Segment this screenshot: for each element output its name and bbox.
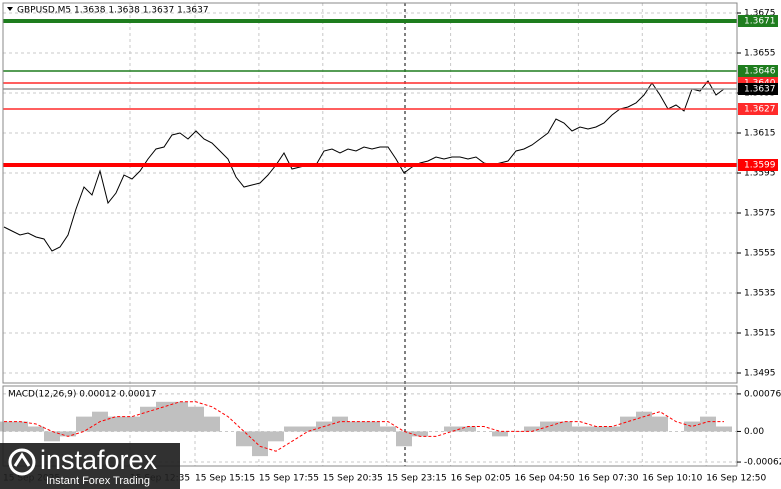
level-tag (738, 15, 778, 27)
histogram-bar (636, 411, 652, 432)
macd-panel (2, 385, 738, 467)
histogram-bar (620, 416, 636, 432)
histogram-bar (556, 421, 572, 432)
histogram-bar (524, 426, 540, 432)
histogram-bar (380, 426, 396, 432)
level-label: 1.3599 (744, 161, 776, 171)
y-tick-label: -0.00062 (744, 458, 781, 468)
histogram-bar (444, 426, 460, 432)
histogram-bar (572, 426, 588, 432)
level-label: 1.3627 (744, 105, 776, 115)
histogram-bar (188, 406, 204, 432)
level-tag (738, 159, 778, 171)
histogram-bar (252, 431, 268, 457)
main-panel (2, 2, 738, 384)
watermark: instaforex Instant Forex Trading (0, 443, 180, 489)
watermark-box (0, 443, 180, 489)
histogram-bar (0, 421, 12, 432)
x-tick-label: 16 Sep 12:50 (706, 474, 766, 484)
histogram-bar (348, 421, 364, 432)
signal-line (4, 401, 724, 452)
histogram-bar (156, 401, 172, 432)
x-tick-label: 16 Sep 10:10 (642, 474, 702, 484)
histogram-bar (716, 426, 732, 432)
x-tick-label: 15 Sep 20:35 (323, 474, 383, 484)
x-tick-label: 16 Sep 07:30 (578, 474, 638, 484)
histogram-bar (284, 426, 300, 432)
histogram-bar (108, 416, 124, 432)
watermark-tagline: Instant Forex Trading (46, 475, 150, 487)
y-tick-label: 1.3555 (744, 249, 776, 259)
watermark-brand: instaforex (40, 445, 158, 475)
macd-title: MACD(12,26,9) 0.00012 0.00017 (8, 390, 157, 400)
x-tick-label: 16 Sep 04:50 (515, 474, 575, 484)
y-tick-label: 0.00076 (744, 389, 781, 399)
menu-arrow (7, 7, 13, 11)
main-grid (3, 3, 737, 466)
histogram-bar (236, 431, 252, 447)
histogram-bar (12, 421, 28, 432)
histogram-bar (172, 401, 188, 432)
histogram-bar (652, 416, 668, 432)
level-label: 1.3646 (744, 67, 776, 77)
axis: 1.36751.36551.36351.36151.35951.35751.35… (3, 9, 781, 484)
histogram-bar (300, 426, 316, 432)
histogram-bar (396, 431, 412, 447)
histogram-bar (684, 421, 700, 432)
histogram-bar (204, 416, 220, 432)
histogram-bar (44, 431, 60, 442)
level-label: 1.3637 (744, 85, 776, 95)
histogram-bar (60, 431, 76, 437)
histogram-bar (604, 426, 620, 432)
y-tick-label: 1.3575 (744, 209, 776, 219)
plot (0, 19, 737, 457)
y-tick-label: 1.3595 (744, 169, 776, 179)
y-tick-label: 1.3675 (744, 9, 776, 19)
y-tick-label: 1.3615 (744, 129, 776, 139)
histogram-bar (332, 416, 348, 432)
logo-mark (13, 452, 31, 467)
x-tick-label: 15 Sep 23:15 (387, 474, 447, 484)
histogram-bar (124, 416, 140, 432)
logo (8, 448, 36, 476)
y-tick-label: 1.3515 (744, 329, 776, 339)
level-tag (738, 83, 778, 95)
histogram-bar (588, 426, 604, 432)
histogram-bar (364, 421, 380, 432)
histogram-bar (492, 431, 508, 437)
histogram-bar (76, 416, 92, 432)
y-tick-label: 1.3535 (744, 289, 776, 299)
histogram-bar (28, 426, 44, 432)
histogram-bar (700, 416, 716, 432)
histogram-bar (412, 431, 428, 437)
y-tick-label: 1.3655 (744, 49, 776, 59)
x-tick-label: 15 Sep 17:55 (259, 474, 319, 484)
histogram-bar (268, 431, 284, 442)
chart-title: GBPUSD,M5 1.3638 1.3638 1.3637 1.3637 (17, 6, 209, 16)
x-tick-label: 16 Sep 02:05 (451, 474, 511, 484)
y-tick-label: 1.3495 (744, 369, 776, 379)
price-line (3, 80, 725, 252)
level-tag (738, 65, 778, 77)
level-tag (738, 103, 778, 115)
histogram-bar (460, 426, 476, 432)
x-tick-label: 15 Sep 15:15 (195, 474, 255, 484)
level-label: 1.3671 (744, 17, 776, 27)
y-tick-label: 0.00 (744, 427, 764, 437)
